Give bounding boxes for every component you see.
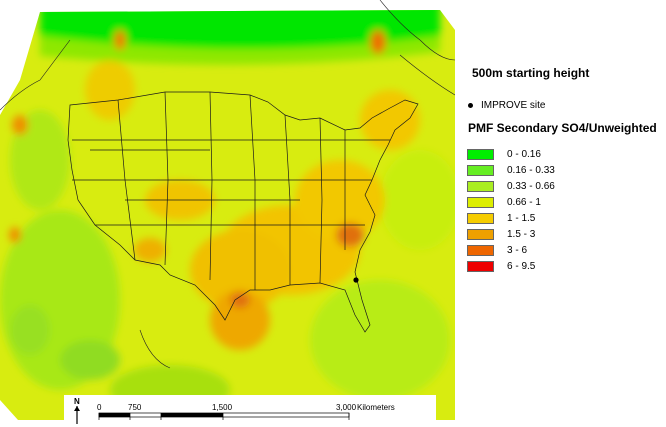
scale-tick-0: 0 [97, 403, 102, 412]
legend-swatch [467, 181, 494, 192]
site-dot-icon [468, 103, 473, 108]
legend-class-label: 0.33 - 0.66 [507, 181, 555, 192]
legend-title: PMF Secondary SO4/Unweighted [468, 121, 657, 135]
legend-class-list: 0 - 0.16 0.16 - 0.33 0.33 - 0.66 0.66 - … [467, 148, 555, 276]
legend-class-label: 0.16 - 0.33 [507, 165, 555, 176]
north-arrow: N [74, 397, 80, 424]
legend-class-label: 1.5 - 3 [507, 229, 536, 240]
scale-bar: 0 750 1,500 3,000 Kilometers [97, 403, 395, 420]
legend-swatch [467, 197, 494, 208]
legend-swatch [467, 261, 494, 272]
legend-class-label: 3 - 6 [507, 245, 528, 256]
scale-tick-3000: 3,000 [336, 403, 357, 412]
legend-swatch [467, 229, 494, 240]
legend-class-label: 6 - 9.5 [507, 261, 536, 272]
map-canvas: N 0 750 1,500 3,000 Kilometers [0, 0, 455, 427]
scale-tick-750: 750 [128, 403, 142, 412]
legend-class-row: 0 - 0.16 [467, 148, 555, 161]
legend-swatch [467, 149, 494, 160]
legend-swatch [467, 165, 494, 176]
legend-class-row: 1.5 - 3 [467, 228, 555, 241]
coastlines [0, 0, 455, 369]
scale-tick-1500: 1,500 [212, 403, 233, 412]
site-legend-item: IMPROVE site [468, 100, 545, 111]
state-boundaries [67, 91, 419, 333]
legend-class-label: 0 - 0.16 [507, 149, 541, 160]
legend-panel: 500m starting height IMPROVE site PMF Se… [456, 0, 666, 427]
legend-class-label: 0.66 - 1 [507, 197, 541, 208]
concentration-surface [0, 10, 455, 420]
north-label: N [74, 397, 80, 406]
legend-class-row: 0.33 - 0.66 [467, 180, 555, 193]
legend-class-row: 0.66 - 1 [467, 196, 555, 209]
scale-unit: Kilometers [357, 403, 395, 412]
legend-class-label: 1 - 1.5 [507, 213, 536, 224]
legend-swatch [467, 245, 494, 256]
legend-class-row: 0.16 - 0.33 [467, 164, 555, 177]
legend-class-row: 6 - 9.5 [467, 260, 555, 273]
legend-class-row: 1 - 1.5 [467, 212, 555, 225]
site-legend-label: IMPROVE site [481, 100, 546, 111]
legend-class-row: 3 - 6 [467, 244, 555, 257]
improve-site-marker [353, 277, 359, 283]
legend-swatch [467, 213, 494, 224]
scalebar-background [64, 395, 436, 427]
starting-height-title: 500m starting height [472, 66, 590, 80]
